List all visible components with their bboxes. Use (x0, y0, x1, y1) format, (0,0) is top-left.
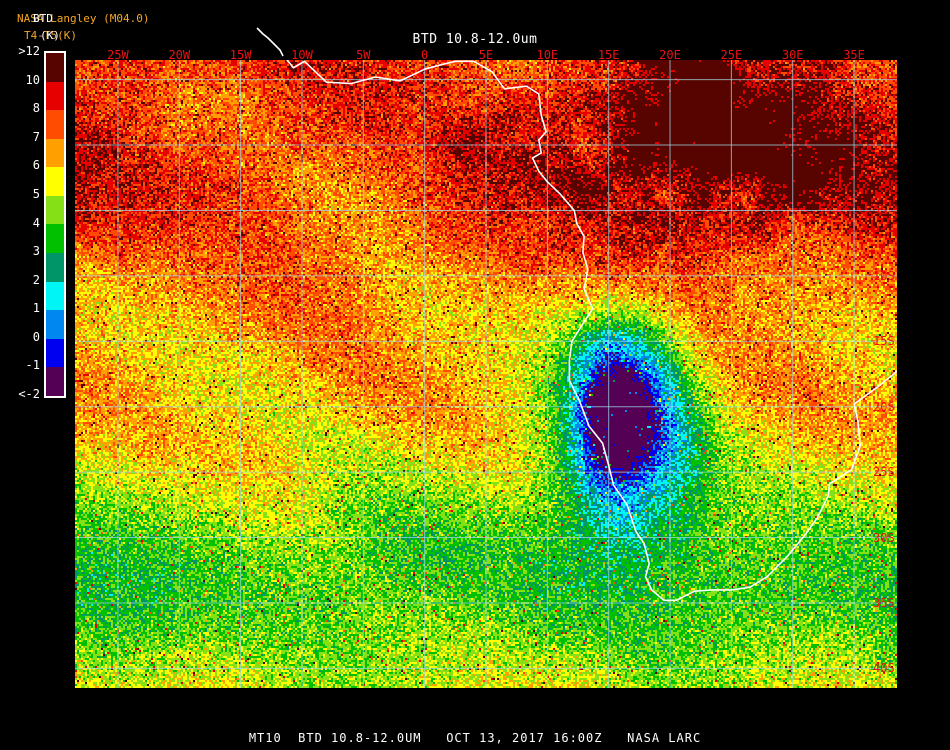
units-overlay-label: (K) (40, 29, 60, 42)
latitude-tick-label: 30S (873, 530, 895, 545)
colorbar-tick-label: 4 (32, 215, 40, 230)
colorbar-tick-label: 8 (32, 101, 40, 116)
longitude-tick-label: 0 (421, 48, 429, 62)
colorbar-tick-label: 1 (32, 301, 40, 316)
title-product: BTD 10.8-12.0um (412, 32, 538, 47)
agency-label: NASA Langley (M04.0) (17, 12, 150, 25)
latitude-tick-label: 40S (873, 661, 895, 676)
colorbar-tick-label: 2 (32, 272, 40, 287)
coastline-stub-path (256, 27, 284, 57)
longitude-tick-label: 35E (843, 48, 865, 62)
colorbar (44, 51, 66, 398)
colorbar-band (46, 281, 64, 311)
colorbar-tick-label: >12 (18, 44, 40, 58)
colorbar-band (46, 110, 64, 139)
coastline-path (531, 157, 897, 602)
longitude-tick-label: 10E (536, 48, 559, 62)
colorbar-band (46, 81, 64, 111)
colorbar-tick-label: 7 (32, 129, 40, 144)
colorbar-tick-label: 3 (32, 244, 40, 259)
colorbar-tick-label: -1 (25, 358, 40, 373)
coastline-fragment-above-map (256, 27, 284, 57)
longitude-tick-label: 30E (781, 48, 804, 62)
colorbar-band (46, 53, 64, 82)
latitude-tick-label: 35S (873, 595, 895, 610)
latitude-tick-label: 20S (873, 399, 895, 414)
longitude-tick-label: 15E (597, 48, 620, 62)
coastline-north-stub (256, 27, 284, 57)
longitude-tick-label: 15W (229, 48, 252, 62)
colorbar-band (46, 367, 64, 396)
colorbar-tick-label: 5 (32, 186, 40, 201)
longitude-tick-label: 25W (107, 48, 129, 62)
longitude-tick-label: 10W (291, 48, 313, 62)
colorbar-tick-label: 6 (32, 158, 40, 173)
latitude-tick-label: 10S (873, 268, 895, 283)
longitude-tick-label: 5E (478, 48, 494, 62)
graticule (75, 60, 897, 688)
longitude-tick-label: 5W (356, 48, 371, 62)
colorbar-tick-label: 10 (25, 72, 40, 87)
latitude-tick-label: 5S (873, 203, 888, 218)
colorbar-band (46, 253, 64, 282)
coastlines (285, 60, 897, 602)
status-bar: MT10 BTD 10.8-12.0UM OCT 13, 2017 16:00Z… (248, 731, 702, 745)
product-overlay-label: BTD (33, 12, 53, 25)
longitude-tick-label: 25E (720, 48, 743, 62)
colorbar-tick-label: <-2 (18, 387, 40, 401)
colorbar-band (46, 138, 64, 168)
longitude-tick-label: 20W (168, 48, 191, 62)
latitude-tick-label: 25S (873, 465, 895, 480)
colorbar-tick-label: 0 (32, 329, 40, 344)
colorbar-band (46, 167, 64, 196)
colorbar-band (46, 195, 64, 225)
colorbar-band (46, 338, 64, 368)
colorbar-tick-labels: >12 10 8 7 6 5 4 3 2 1 0 -1 <-2 (0, 44, 40, 404)
colorbar-band (46, 224, 64, 254)
longitude-tick-label: 20E (659, 48, 681, 62)
map-overlay-vectors (75, 60, 897, 688)
units-label: T4-T5(K) (24, 29, 77, 42)
coastline-path (896, 370, 897, 373)
latitude-tick-label: 15S (873, 334, 895, 349)
coastline-path (303, 60, 547, 159)
map-image (75, 60, 897, 688)
header-annotation-stack: NASA Langley (M04.0) BTD T4-T5(K) (K) (8, 12, 208, 48)
colorbar-band (46, 310, 64, 339)
